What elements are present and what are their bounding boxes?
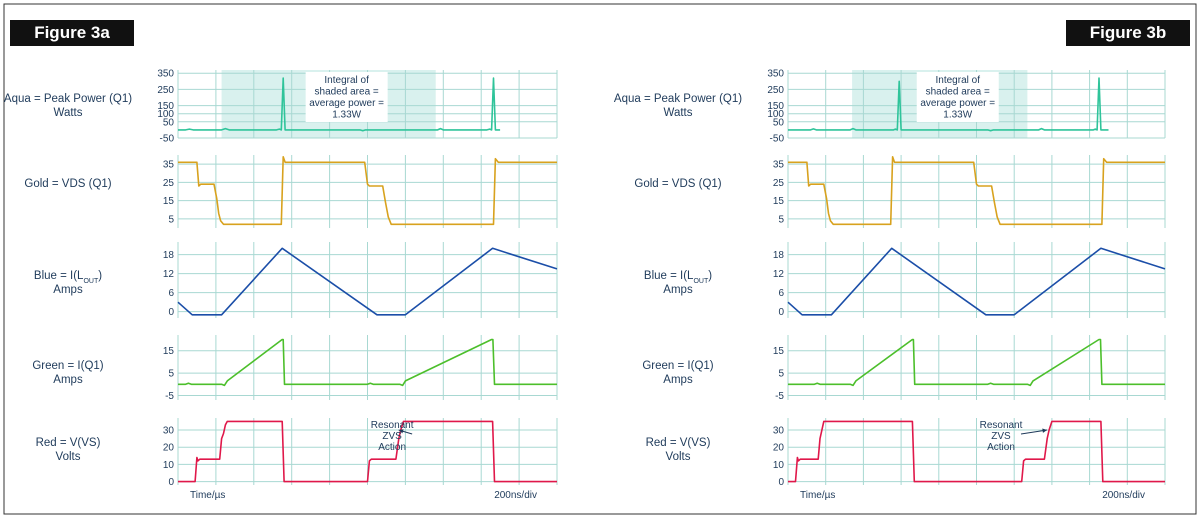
y-tick-label: 350: [767, 69, 784, 80]
vds-waveform: [178, 156, 557, 226]
x-axis-label-left: Time/µs: [190, 490, 225, 501]
y-tick-label: 0: [778, 477, 784, 488]
shaded-annotation-text: 1.33W: [332, 110, 361, 121]
y-tick-label: 18: [773, 250, 785, 261]
y-tick-label: 5: [778, 369, 784, 380]
figure-title: Figure 3b: [1090, 23, 1167, 42]
vs-waveform: [178, 420, 557, 483]
y-tick-label: 50: [773, 117, 785, 128]
y-tick-label: 12: [773, 269, 785, 280]
y-tick-label: -50: [770, 134, 785, 145]
y-tick-label: 250: [767, 85, 784, 96]
y-tick-label: 25: [163, 178, 175, 189]
y-tick-label: 100: [157, 109, 174, 120]
panel-ylabel: Volts: [56, 451, 81, 463]
shaded-annotation-text: average power =: [309, 98, 384, 109]
y-tick-label: 5: [168, 369, 174, 380]
y-tick-label: 18: [163, 250, 175, 261]
y-tick-label: 15: [773, 196, 785, 207]
resonant-arrow-head: [398, 429, 404, 434]
panel-ylabel: Aqua = Peak Power (Q1): [4, 93, 132, 105]
resonant-arrow-head: [1042, 428, 1048, 433]
y-tick-label: 150: [157, 101, 174, 112]
y-tick-label: 350: [157, 69, 174, 80]
x-axis-label-left: Time/µs: [800, 490, 835, 501]
panel-ylabel: Red = V(VS): [36, 437, 101, 449]
y-tick-label: 35: [773, 160, 785, 171]
y-tick-label: 10: [163, 460, 175, 471]
panel-ylabel: Red = V(VS): [646, 437, 711, 449]
shaded-annotation-box: [305, 72, 388, 122]
y-tick-label: 150: [767, 101, 784, 112]
y-tick-label: 100: [767, 109, 784, 120]
shaded-annotation-text: average power =: [920, 98, 995, 109]
y-tick-label: 15: [163, 346, 175, 357]
resonant-annotation-text: ZVS: [382, 431, 402, 442]
panel-ylabel: Volts: [666, 451, 691, 463]
y-tick-label: -5: [165, 391, 174, 402]
power-waveform: [178, 77, 501, 132]
y-tick-label: 35: [163, 160, 175, 171]
y-tick-label: 30: [773, 426, 785, 437]
panel-ylabel: Amps: [53, 374, 83, 386]
figure-title-box: [10, 20, 134, 46]
y-tick-label: 0: [168, 307, 174, 318]
iout-waveform: [787, 247, 1166, 316]
panel-ylabel: Watts: [664, 107, 693, 119]
panel-ylabel: Aqua = Peak Power (Q1): [614, 93, 742, 105]
shaded-annotation-box: [916, 72, 999, 122]
y-tick-label: 250: [157, 85, 174, 96]
y-tick-label: 15: [773, 346, 785, 357]
figure-title-box: [1066, 20, 1190, 46]
y-tick-label: 25: [773, 178, 785, 189]
y-tick-label: 5: [168, 214, 174, 225]
y-tick-label: 0: [778, 307, 784, 318]
panel-ylabel: Amps: [663, 374, 693, 386]
y-tick-label: 20: [773, 443, 785, 454]
y-tick-label: 10: [773, 460, 785, 471]
shaded-annotation-text: shaded area =: [315, 87, 379, 98]
resonant-annotation-text: Action: [378, 442, 406, 453]
y-tick-label: 6: [168, 288, 174, 299]
iout-waveform: [177, 247, 558, 316]
iq1-waveform: [788, 338, 1165, 387]
panel-ylabel: Gold = VDS (Q1): [24, 178, 111, 190]
panel-ylabel: Gold = VDS (Q1): [634, 178, 721, 190]
iq1-waveform: [178, 338, 557, 387]
resonant-annotation-text: Resonant: [371, 420, 414, 431]
figure-title: Figure 3a: [34, 23, 110, 42]
resonant-annotation-text: Resonant: [980, 420, 1023, 431]
y-tick-label: 15: [163, 196, 175, 207]
resonant-annotation-text: Action: [987, 442, 1015, 453]
x-axis-label-right: 200ns/div: [1102, 490, 1145, 501]
y-tick-label: 30: [163, 426, 175, 437]
y-tick-label: 20: [163, 443, 175, 454]
shaded-annotation-text: Integral of: [324, 75, 369, 86]
shaded-annotation-text: shaded area =: [926, 87, 990, 98]
y-tick-label: 6: [778, 288, 784, 299]
y-tick-label: 5: [778, 214, 784, 225]
panel-ylabel: Amps: [53, 284, 83, 296]
panel-ylabel: Amps: [663, 284, 693, 296]
shaded-annotation-text: 1.33W: [943, 110, 972, 121]
vds-waveform: [788, 156, 1165, 226]
x-axis-label-right: 200ns/div: [494, 490, 537, 501]
panel-ylabel: Green = I(Q1): [642, 360, 713, 372]
y-tick-label: 50: [163, 117, 175, 128]
y-tick-label: -50: [160, 134, 175, 145]
y-tick-label: 0: [168, 477, 174, 488]
vs-waveform: [788, 420, 1165, 483]
resonant-annotation-text: ZVS: [991, 431, 1011, 442]
panel-ylabel: Watts: [54, 107, 83, 119]
power-waveform: [788, 77, 1109, 132]
y-tick-label: -5: [775, 391, 784, 402]
panel-ylabel: Green = I(Q1): [32, 360, 103, 372]
y-tick-label: 12: [163, 269, 175, 280]
shaded-annotation-text: Integral of: [936, 75, 981, 86]
